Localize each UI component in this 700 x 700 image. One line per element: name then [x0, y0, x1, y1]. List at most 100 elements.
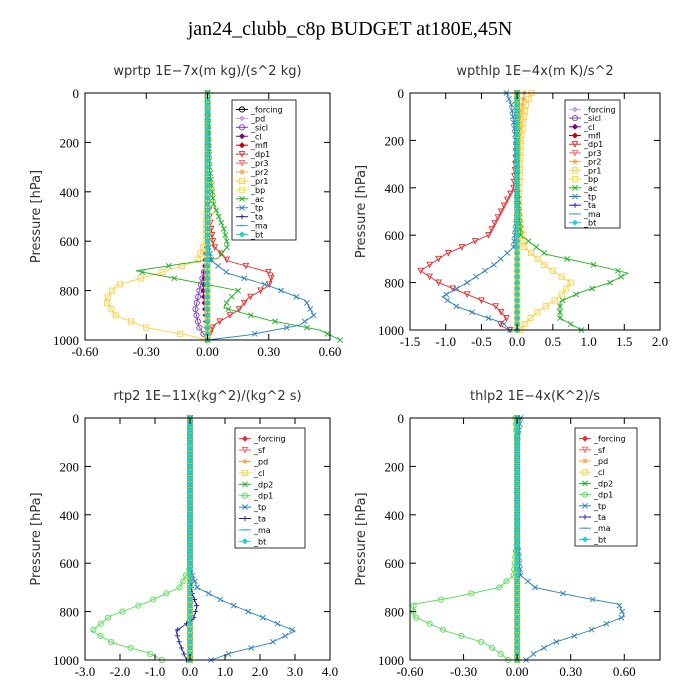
- legend-marker: [581, 491, 589, 498]
- data-point: [265, 281, 273, 289]
- data-point: [525, 95, 532, 102]
- x-tick-label: -3.0: [75, 664, 96, 679]
- data-point: [514, 542, 521, 549]
- data-point: [204, 281, 211, 288]
- y-tick-label: 200: [60, 459, 80, 474]
- data-point: [514, 226, 521, 233]
- data-point: [230, 602, 237, 609]
- data-point: [567, 279, 574, 286]
- data-point: [514, 167, 521, 174]
- y-axis-label: Pressure [hPa]: [354, 165, 369, 258]
- y-tick-label: 400: [60, 185, 80, 200]
- legend-box: [234, 427, 306, 549]
- x-tick-label: 0.60: [319, 344, 342, 359]
- data-point: [204, 287, 211, 294]
- data-point: [514, 279, 521, 286]
- data-point: [514, 475, 521, 482]
- y-tick-label: 800: [60, 284, 80, 299]
- legend-marker: [582, 514, 588, 520]
- series-tp: [441, 90, 521, 333]
- data-point: [265, 269, 272, 276]
- data-point: [204, 213, 211, 220]
- data-point: [589, 596, 596, 603]
- data-point: [223, 244, 230, 251]
- data-point: [204, 108, 211, 115]
- legend-label: _tp: [253, 503, 266, 512]
- data-point: [514, 297, 521, 304]
- data-point: [453, 303, 460, 310]
- legend-marker: [572, 202, 578, 208]
- data-point: [186, 578, 194, 585]
- data-point: [204, 256, 211, 263]
- data-point: [514, 511, 521, 518]
- data-point: [494, 214, 502, 222]
- legend-label: _sicl: [583, 114, 601, 123]
- data-point: [504, 250, 511, 256]
- data-point: [514, 590, 521, 597]
- data-point: [147, 650, 154, 658]
- legend-label: _dp1: [593, 491, 613, 500]
- x-tick-label: 0.30: [559, 664, 582, 679]
- legend-label: _cl: [583, 123, 595, 132]
- legend-marker: [571, 167, 579, 174]
- data-point: [267, 275, 275, 282]
- legend-marker: [571, 149, 579, 157]
- series-bt: [514, 414, 521, 664]
- data-point: [468, 590, 475, 597]
- data-point: [514, 155, 521, 162]
- data-point: [204, 232, 211, 239]
- data-point: [514, 608, 521, 615]
- data-point: [514, 632, 521, 639]
- data-point: [410, 602, 417, 609]
- data-point: [541, 261, 548, 268]
- y-tick-label: 400: [60, 508, 80, 523]
- y-tick-label: 200: [385, 133, 405, 148]
- data-point: [514, 469, 521, 476]
- legend-label: _pr2: [583, 158, 601, 167]
- legend-label: _dp2: [253, 480, 273, 489]
- legend-label: _ta: [593, 513, 606, 522]
- x-tick-label: -0.5: [471, 334, 492, 349]
- data-point: [228, 293, 235, 300]
- legend-label: _bt: [583, 219, 596, 228]
- legend-marker: [572, 193, 578, 200]
- data-point: [435, 279, 442, 287]
- data-point: [518, 114, 524, 120]
- data-point: [437, 596, 445, 603]
- data-point: [503, 196, 511, 204]
- data-point: [186, 475, 194, 482]
- data-point: [270, 638, 276, 645]
- legend-marker: [238, 186, 246, 193]
- data-point: [204, 96, 211, 103]
- data-point: [514, 190, 521, 197]
- legend-label: _pd: [253, 458, 268, 467]
- legend-marker: [238, 231, 246, 238]
- y-tick-label: 0: [73, 411, 80, 426]
- data-point: [209, 188, 216, 195]
- data-point: [514, 137, 521, 144]
- data-point: [186, 548, 194, 555]
- data-point: [186, 499, 194, 506]
- data-point: [259, 614, 266, 621]
- data-point: [215, 213, 222, 220]
- figure-title: jan24_clubb_c8p BUDGET at180E,45N: [187, 18, 513, 40]
- data-point: [186, 542, 194, 549]
- data-point: [615, 267, 621, 274]
- data-point: [204, 102, 211, 109]
- legend-label: _mfl: [583, 132, 601, 141]
- data-point: [225, 306, 232, 313]
- data-point: [186, 608, 194, 615]
- y-tick-label: 600: [60, 234, 80, 249]
- x-tick-label: 1.0: [217, 664, 233, 679]
- data-point: [520, 113, 528, 120]
- data-point: [210, 195, 216, 201]
- data-point: [514, 196, 521, 203]
- plot-frame: [409, 92, 661, 331]
- data-point: [186, 602, 194, 609]
- data-point: [534, 255, 541, 262]
- legend-label: _ac: [583, 184, 597, 193]
- y-tick-label: 800: [60, 605, 80, 620]
- data-point: [514, 457, 521, 464]
- data-point: [514, 596, 521, 603]
